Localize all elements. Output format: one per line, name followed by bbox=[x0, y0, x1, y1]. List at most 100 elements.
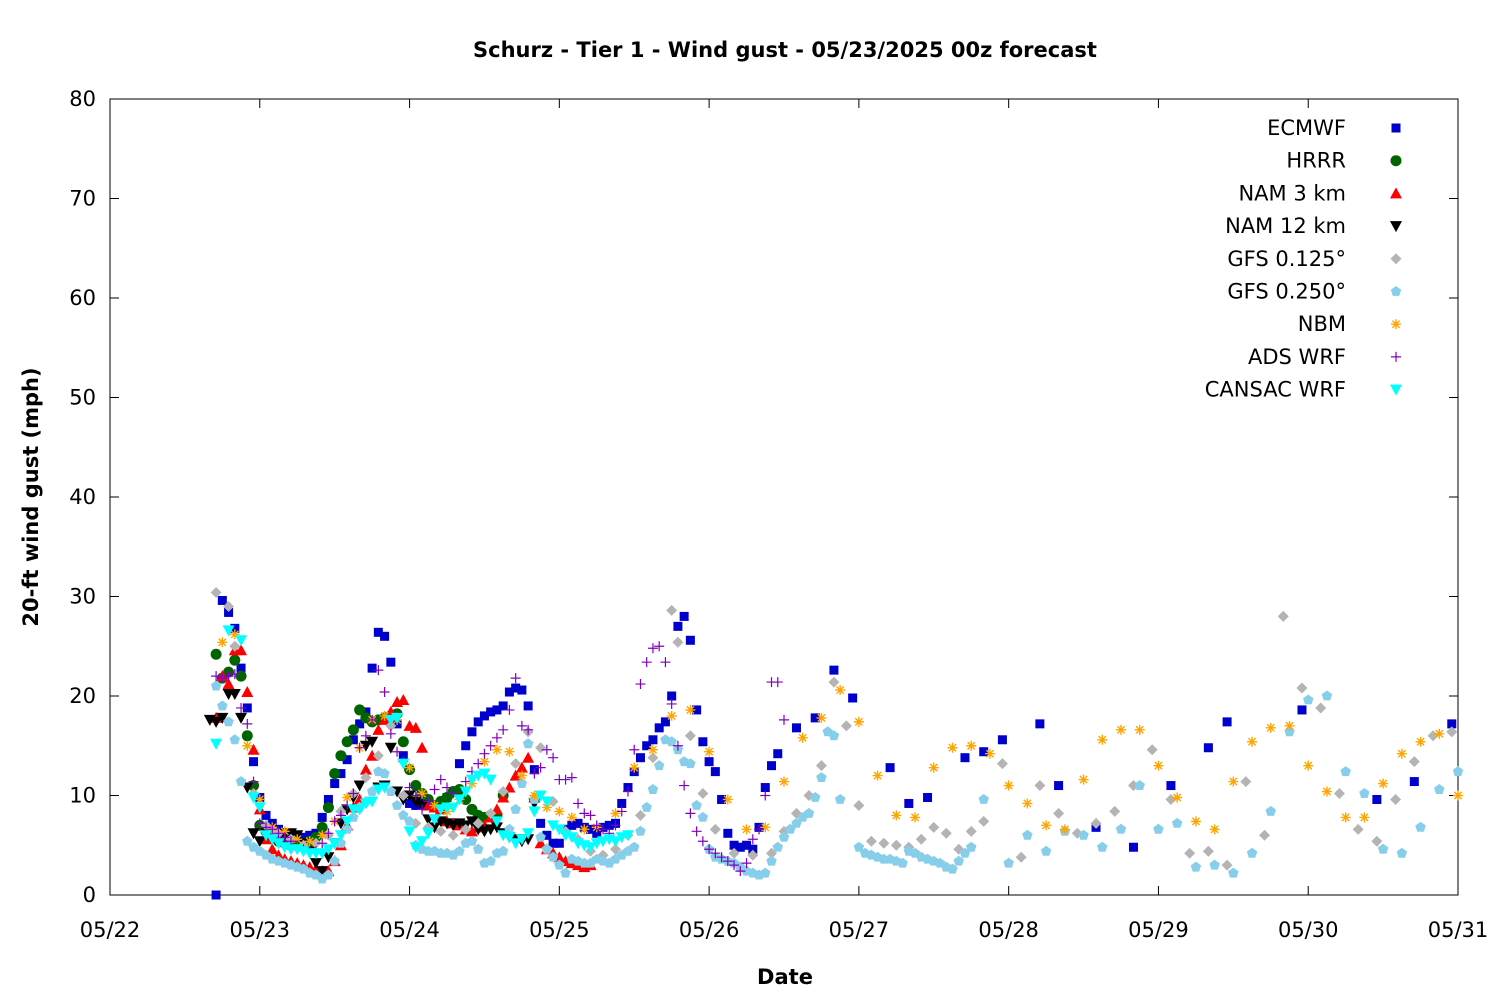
data-point bbox=[566, 812, 577, 823]
data-point bbox=[828, 730, 840, 741]
data-point bbox=[322, 844, 335, 856]
data-point bbox=[1259, 829, 1271, 841]
data-point bbox=[684, 730, 696, 742]
data-point bbox=[797, 732, 808, 743]
data-point bbox=[735, 842, 745, 852]
data-point bbox=[254, 818, 265, 829]
data-point bbox=[378, 782, 391, 794]
data-point bbox=[1352, 823, 1364, 835]
data-point bbox=[547, 851, 559, 862]
data-point bbox=[510, 673, 521, 684]
x-tick-label: 05/22 bbox=[80, 918, 141, 942]
data-point bbox=[915, 833, 927, 845]
data-point bbox=[529, 768, 540, 779]
data-point bbox=[728, 847, 740, 859]
data-point bbox=[379, 687, 390, 698]
data-point bbox=[322, 852, 335, 864]
data-point bbox=[473, 717, 483, 727]
data-point bbox=[584, 842, 597, 854]
data-point bbox=[416, 741, 429, 753]
data-point bbox=[242, 835, 253, 846]
data-point bbox=[317, 830, 328, 841]
data-point bbox=[641, 657, 652, 668]
data-point bbox=[591, 820, 602, 831]
data-point bbox=[554, 806, 565, 817]
data-point bbox=[1190, 816, 1201, 827]
data-point bbox=[928, 821, 940, 833]
data-point bbox=[504, 746, 515, 757]
data-point bbox=[235, 712, 248, 724]
legend-marker bbox=[1390, 286, 1402, 296]
legend-label: GFS 0.125° bbox=[1227, 247, 1346, 271]
data-point bbox=[1434, 784, 1445, 794]
data-point bbox=[604, 820, 614, 830]
data-point bbox=[840, 720, 852, 732]
data-point bbox=[453, 794, 466, 806]
data-point bbox=[391, 800, 403, 810]
data-point bbox=[515, 761, 528, 773]
legend-label: HRRR bbox=[1286, 149, 1346, 173]
data-point bbox=[1209, 824, 1220, 835]
data-point bbox=[253, 802, 266, 814]
chart-title: Schurz - Tier 1 - Wind gust - 05/23/2025… bbox=[473, 38, 1097, 62]
data-point bbox=[509, 838, 522, 850]
data-point bbox=[522, 738, 534, 749]
data-point bbox=[622, 786, 633, 797]
data-point bbox=[815, 760, 827, 772]
data-point bbox=[266, 843, 279, 855]
x-tick-label: 05/25 bbox=[529, 918, 590, 942]
data-point bbox=[372, 723, 385, 735]
data-point bbox=[928, 762, 939, 773]
data-point bbox=[566, 772, 577, 783]
data-point bbox=[548, 752, 559, 763]
data-point bbox=[1003, 857, 1014, 868]
data-point bbox=[310, 831, 322, 843]
data-point bbox=[891, 810, 902, 821]
data-point bbox=[523, 701, 533, 711]
data-point bbox=[772, 841, 783, 852]
data-point bbox=[741, 824, 752, 835]
data-point bbox=[279, 826, 290, 837]
data-point bbox=[904, 798, 914, 808]
data-point bbox=[979, 747, 989, 757]
data-point bbox=[629, 841, 640, 852]
data-point bbox=[767, 761, 777, 771]
data-point bbox=[667, 691, 677, 701]
data-point bbox=[1172, 792, 1183, 803]
data-point bbox=[760, 867, 771, 878]
data-point bbox=[529, 790, 540, 801]
data-point bbox=[404, 782, 415, 793]
y-tick-label: 10 bbox=[69, 784, 96, 808]
data-point bbox=[460, 823, 472, 835]
data-point bbox=[1452, 766, 1464, 777]
data-point bbox=[334, 830, 347, 842]
data-point bbox=[397, 736, 409, 748]
legend-marker bbox=[1390, 384, 1402, 396]
data-point bbox=[448, 788, 459, 799]
x-tick-label: 05/26 bbox=[679, 918, 740, 942]
data-point bbox=[579, 824, 590, 835]
data-point bbox=[429, 800, 440, 811]
data-point bbox=[1315, 702, 1327, 714]
legend-marker bbox=[1390, 253, 1402, 265]
data-point bbox=[803, 807, 815, 818]
data-point bbox=[1034, 780, 1046, 792]
data-point bbox=[629, 762, 640, 773]
data-point bbox=[422, 828, 435, 840]
data-point bbox=[217, 700, 228, 711]
data-point bbox=[323, 794, 333, 804]
data-point bbox=[1134, 724, 1145, 735]
data-point bbox=[236, 702, 247, 713]
data-point bbox=[410, 790, 421, 801]
data-point bbox=[598, 824, 609, 835]
data-point bbox=[217, 673, 228, 684]
data-point bbox=[698, 737, 708, 747]
data-point bbox=[547, 820, 560, 832]
data-point bbox=[1090, 817, 1102, 829]
data-point bbox=[522, 828, 535, 840]
data-point bbox=[210, 648, 222, 660]
data-point bbox=[685, 635, 695, 645]
data-point bbox=[336, 769, 346, 779]
data-point bbox=[966, 740, 977, 751]
